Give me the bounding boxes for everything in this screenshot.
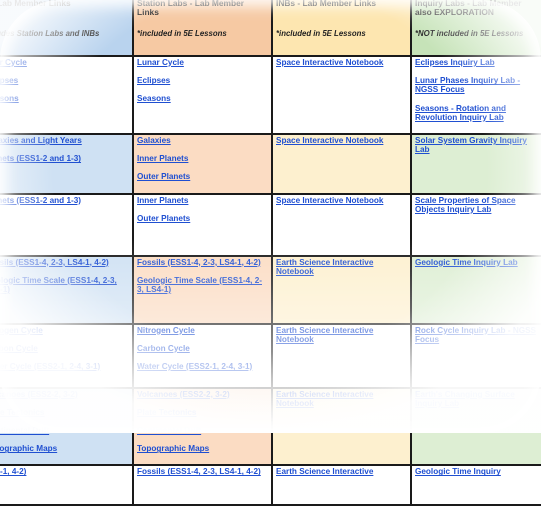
table-cell: Fossils (ESS1-4, 2-3, LS4-1, 4-2) Geologi…: [0, 255, 134, 325]
lesson-link[interactable]: Topographic Maps: [137, 444, 210, 454]
lesson-link[interactable]: Planets (ESS1-2 and 1-3): [0, 154, 82, 164]
lesson-link[interactable]: Galaxies: [137, 136, 171, 146]
lesson-link[interactable]: Nitrogen Cycle: [0, 325, 43, 335]
lesson-link[interactable]: Volcanoes (ESS2-2, 3-2): [0, 389, 78, 399]
lesson-link[interactable]: Eclipses: [0, 76, 19, 86]
table-cell: Nitrogen Cycle Carbon Cycle Water Cycle (E…: [133, 323, 273, 389]
lesson-link[interactable]: LS4-1, 4-2): [0, 467, 27, 477]
lesson-link[interactable]: Geologic Time Scale (ESS1-4, 2-3, LS4-1): [137, 275, 262, 295]
lesson-link[interactable]: Earth Science Interactive Notebook: [276, 389, 374, 408]
table-row: Volcanoes (ESS2-2, 3-2) Plate Tectonics Co…: [0, 387, 541, 467]
lesson-link[interactable]: Seasons: [0, 94, 19, 104]
column-header-1: Station Labs - Lab Member Links *included…: [133, 0, 273, 57]
lesson-link[interactable]: Fossils (ESS1-4, 2-3, LS4-1, 4-2): [0, 257, 109, 267]
column-header-title: Station Labs - Lab Member Links: [137, 0, 245, 18]
lesson-link[interactable]: Outer Planets: [137, 172, 191, 182]
lesson-link[interactable]: Lunar Phases Inquiry Lab - NGSS Focus: [415, 76, 521, 95]
table-cell: Space Interactive Notebook: [272, 193, 412, 257]
lesson-link[interactable]: Eclipses Inquiry Lab: [415, 58, 495, 67]
lesson-link[interactable]: Earth Science Interactive Notebook: [276, 257, 374, 276]
lesson-link[interactable]: unar Cycle: [0, 58, 27, 67]
table-cell: Fossils (ESS1-4, 2-3, LS4-1, 4-2): [133, 465, 273, 506]
column-header-0: s - Lab Member Links ncludes Station Labs…: [0, 0, 134, 57]
table-row: LS4-1, 4-2) Fossils (ESS1-4, 2-3, LS4-1, …: [0, 465, 541, 506]
table-cell: Nitrogen Cycle Carbon Cycle Water Cycle (E…: [0, 323, 134, 389]
table-row: Nitrogen Cycle Carbon Cycle Water Cycle (E…: [0, 323, 541, 389]
lesson-link[interactable]: Geologic Time Scale (ESS1-4, 2-3, LS4-1): [0, 275, 117, 295]
table-cell: Fossils (ESS1-4, 2-3, LS4-1, 4-2) Geologi…: [133, 255, 273, 325]
table-cell: Geologic Time Inquiry Lab: [411, 255, 541, 325]
column-header-note: *NOT included in 5E Lessons: [415, 29, 524, 38]
lesson-link[interactable]: Space Interactive Notebook: [276, 58, 384, 67]
lesson-link[interactable]: Solar System Gravity Inquiry Lab: [415, 136, 527, 155]
column-header-3: Inquiry Labs - Lab Member also EXPLORATI…: [411, 0, 541, 57]
lesson-link[interactable]: Outer Planets: [137, 213, 191, 223]
lesson-link[interactable]: Continental Drift: [137, 426, 202, 436]
column-header-note: *included in 5E Lessons: [137, 29, 227, 38]
lesson-link[interactable]: Fossils (ESS1-4, 2-3, LS4-1, 4-2): [137, 467, 261, 477]
lesson-link[interactable]: Seasons: [137, 94, 171, 104]
table-cell: Rock Cycle Inquiry Lab - NGSS Focus: [411, 323, 541, 389]
lesson-link[interactable]: Planets (ESS1-2 and 1-3): [0, 195, 82, 205]
lesson-link[interactable]: Earth Science Interactive Notebook: [276, 325, 374, 344]
table-cell: Geologic Time Inquiry: [411, 465, 541, 506]
lesson-link[interactable]: Earth Science Interactive: [276, 467, 374, 477]
lesson-link[interactable]: Seasons - Rotation and Revolution Inquir…: [415, 103, 506, 122]
lesson-link[interactable]: Scale Properties of Space Objects Inquir…: [415, 195, 516, 214]
table-cell: Inner Planets Outer Planets: [133, 193, 273, 257]
table-cell: Earth's Changing Surface Inquiry Lab: [411, 387, 541, 467]
lesson-link[interactable]: Rock Cycle Inquiry Lab - NGSS Focus: [415, 325, 537, 344]
lesson-link[interactable]: Water Cycle (ESS2-1, 2-4, 3-1): [137, 362, 253, 372]
table-cell: Volcanoes (ESS2-2, 3-2) Plate Tectonics Co…: [133, 387, 273, 467]
lesson-link[interactable]: Space Interactive Notebook: [276, 195, 384, 205]
table-row: Fossils (ESS1-4, 2-3, LS4-1, 4-2) Geologi…: [0, 255, 541, 325]
lesson-link[interactable]: Nitrogen Cycle: [137, 325, 195, 335]
column-header-title: INBs - Lab Member Links: [276, 0, 377, 8]
column-header-title: Inquiry Labs - Lab Member also EXPLORATI…: [415, 0, 522, 18]
lesson-link[interactable]: Fossils (ESS1-4, 2-3, LS4-1, 4-2): [137, 257, 261, 267]
lesson-link[interactable]: Eclipses: [137, 76, 171, 86]
lesson-link[interactable]: Geologic Time Inquiry Lab: [415, 257, 518, 267]
table-cell: Solar System Gravity Inquiry Lab: [411, 134, 541, 195]
lesson-link[interactable]: Plate Tectonics: [0, 407, 45, 417]
lesson-link[interactable]: Water Cycle (ESS2-1, 2-4, 3-1): [0, 362, 101, 372]
table-cell: Earth Science Interactive: [272, 465, 412, 506]
table-cell: Scale Properties of Space Objects Inquir…: [411, 193, 541, 257]
lesson-link[interactable]: Inner Planets: [137, 195, 189, 205]
lesson-link[interactable]: Volcanoes (ESS2-2, 3-2): [137, 389, 230, 399]
lesson-link[interactable]: Carbon Cycle: [0, 343, 38, 353]
column-header-title: s - Lab Member Links: [0, 0, 71, 8]
table-cell: LS4-1, 4-2): [0, 465, 134, 506]
table-cell: Earth Science Interactive Notebook: [272, 387, 412, 467]
lesson-link[interactable]: Earth's Changing Surface Inquiry Lab: [415, 389, 515, 408]
table-cell: Eclipses Inquiry Lab Lunar Phases Inquiry…: [411, 56, 541, 136]
table-cell: Earth Science Interactive Notebook: [272, 255, 412, 325]
table-cell: Galaxies Inner Planets Outer Planets: [133, 134, 273, 195]
lesson-link[interactable]: Lunar Cycle: [137, 58, 184, 67]
lesson-link[interactable]: Topographic Maps: [0, 444, 58, 454]
lesson-link[interactable]: Plate Tectonics: [137, 407, 197, 417]
table-cell: Planets (ESS1-2 and 1-3): [0, 193, 134, 257]
column-header-note: ncludes Station Labs and INBs: [0, 29, 100, 38]
table-row: Galaxies and Light Years Planets (ESS1-2 …: [0, 134, 541, 195]
table-cell: Earth Science Interactive Notebook: [272, 323, 412, 389]
table-cell: Lunar Cycle Eclipses Seasons: [133, 56, 273, 136]
lesson-link[interactable]: Geologic Time Inquiry: [415, 467, 501, 477]
table-cell: Space Interactive Notebook: [272, 134, 412, 195]
table-row: unar Cycle Eclipses Seasons Lunar Cycle Ecli…: [0, 56, 541, 136]
column-header-2: INBs - Lab Member Links *included in 5E L…: [272, 0, 412, 57]
table-cell: unar Cycle Eclipses Seasons: [0, 56, 134, 136]
column-header-note: *included in 5E Lessons: [276, 29, 366, 38]
table-cell: Space Interactive Notebook: [272, 56, 412, 136]
lesson-link[interactable]: Galaxies and Light Years: [0, 136, 82, 146]
table-cell: Galaxies and Light Years Planets (ESS1-2 …: [0, 134, 134, 195]
table-cell: Volcanoes (ESS2-2, 3-2) Plate Tectonics Co…: [0, 387, 134, 467]
lesson-link[interactable]: Continental Drift: [0, 426, 50, 436]
lesson-link[interactable]: Space Interactive Notebook: [276, 136, 384, 146]
table-row: Planets (ESS1-2 and 1-3) Inner Planets Out…: [0, 193, 541, 257]
lesson-link[interactable]: Carbon Cycle: [137, 343, 190, 353]
lesson-link[interactable]: Inner Planets: [137, 154, 189, 164]
